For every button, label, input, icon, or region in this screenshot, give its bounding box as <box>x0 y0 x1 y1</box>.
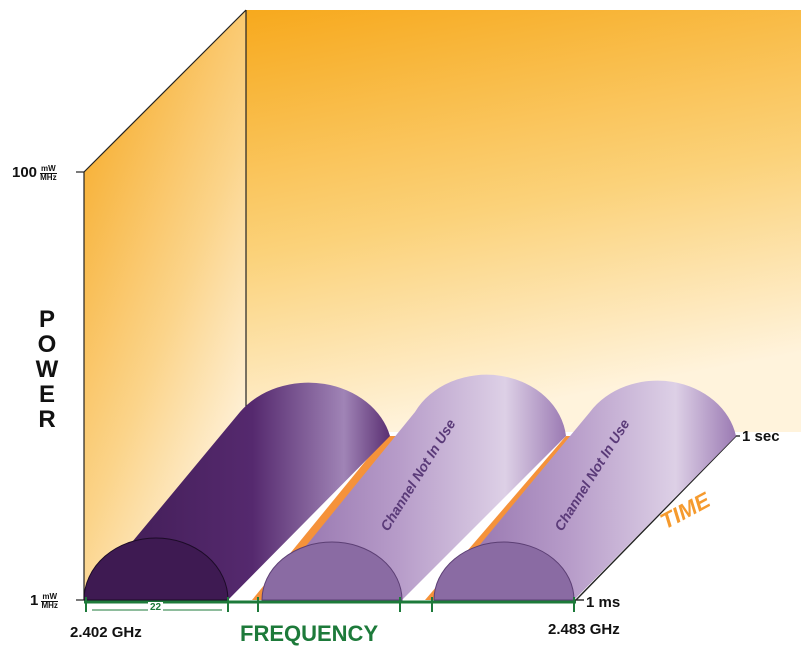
power-axis-letter: W <box>35 356 59 383</box>
power-axis-letter: R <box>38 406 56 433</box>
channel-inactive-2-face <box>433 541 575 601</box>
y-axis-max-unit: mW MHz <box>40 163 57 182</box>
y-axis-min-value: 1 <box>30 592 39 609</box>
side-wall <box>84 10 246 600</box>
frequency-max-label: 2.483 GHz <box>548 621 620 638</box>
wall-top-edge <box>83 9 247 173</box>
y-axis-min-label: 1 mW MHz <box>30 591 59 610</box>
power-axis-letter: O <box>37 331 57 358</box>
y-axis-max-value: 100 <box>12 164 38 181</box>
channel-inactive-1-face <box>261 541 403 601</box>
channel-inactive-2 <box>433 380 736 601</box>
frequency-axis-label: FREQUENCY <box>240 621 379 646</box>
frequency-min-label: 2.402 GHz <box>70 624 142 641</box>
time-axis-line <box>575 435 737 601</box>
channel-inactive-1 <box>261 374 566 601</box>
power-axis-letter: E <box>38 381 55 408</box>
channel-active-face <box>83 537 229 601</box>
back-wall <box>246 10 801 432</box>
time-min-label: 1 ms <box>586 594 621 611</box>
time-max-label: 1 sec <box>742 428 780 445</box>
power-axis-letter: P <box>38 306 55 333</box>
channel-active <box>83 382 390 601</box>
y-axis-min-unit: mW MHz <box>41 591 59 610</box>
y-axis-max-label: 100 mW MHz <box>12 164 57 182</box>
channel-width-label: 22 <box>148 602 164 613</box>
